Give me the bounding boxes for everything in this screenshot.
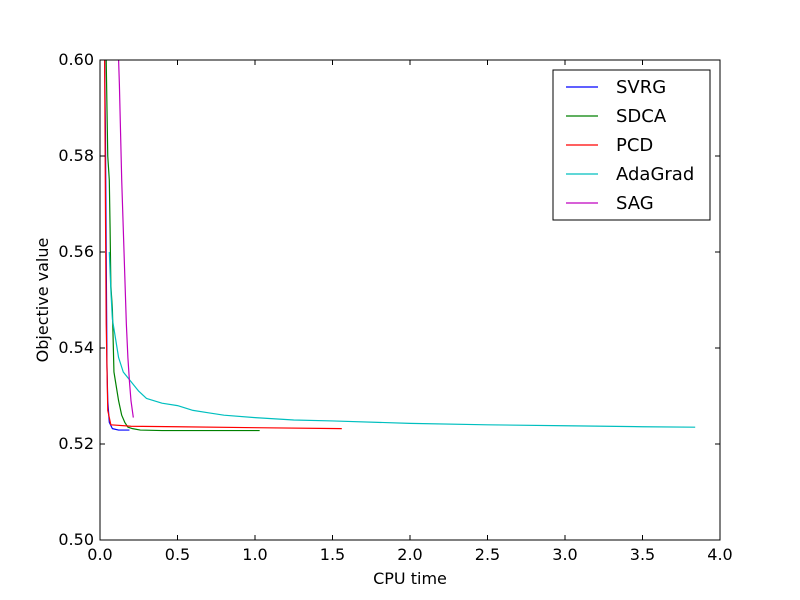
y-tick-label: 0.60 <box>58 50 94 69</box>
legend-label-sdca: SDCA <box>616 106 667 127</box>
x-tick-label: 2.5 <box>475 545 500 564</box>
legend-label-svrg: SVRG <box>616 77 666 98</box>
legend-label-sag: SAG <box>616 193 654 214</box>
x-tick-label: 2.0 <box>397 545 422 564</box>
y-tick-label: 0.52 <box>58 434 94 453</box>
series-line-sag <box>118 60 134 418</box>
y-axis-label: Objective value <box>33 238 52 363</box>
legend-label-pcd: PCD <box>616 135 653 156</box>
x-tick-label: 3.5 <box>630 545 655 564</box>
x-tick-label: 1.0 <box>242 545 267 564</box>
x-axis-label: CPU time <box>373 569 447 588</box>
series-line-adagrad <box>108 251 696 428</box>
y-tick-label: 0.58 <box>58 146 94 165</box>
x-tick-label: 3.0 <box>552 545 577 564</box>
y-tick-label: 0.50 <box>58 530 94 549</box>
series-line-pcd <box>104 60 342 430</box>
y-tick-label: 0.54 <box>58 338 94 357</box>
y-tick-label: 0.56 <box>58 242 94 261</box>
x-tick-label: 4.0 <box>707 545 732 564</box>
x-tick-label: 1.5 <box>320 545 345 564</box>
legend-label-adagrad: AdaGrad <box>616 164 694 185</box>
x-tick-label: 0.0 <box>87 545 112 564</box>
series-line-sdca <box>105 60 260 432</box>
x-tick-label: 0.5 <box>165 545 190 564</box>
axis-ticks: 0.0 0.5 1.0 1.5 2.0 2.5 3.0 3.5 4.0 0.50 0.52 0.54 0… <box>58 50 732 564</box>
legend: SVRG SDCA PCD AdaGrad SAG <box>552 69 711 221</box>
series-layer <box>104 60 696 432</box>
